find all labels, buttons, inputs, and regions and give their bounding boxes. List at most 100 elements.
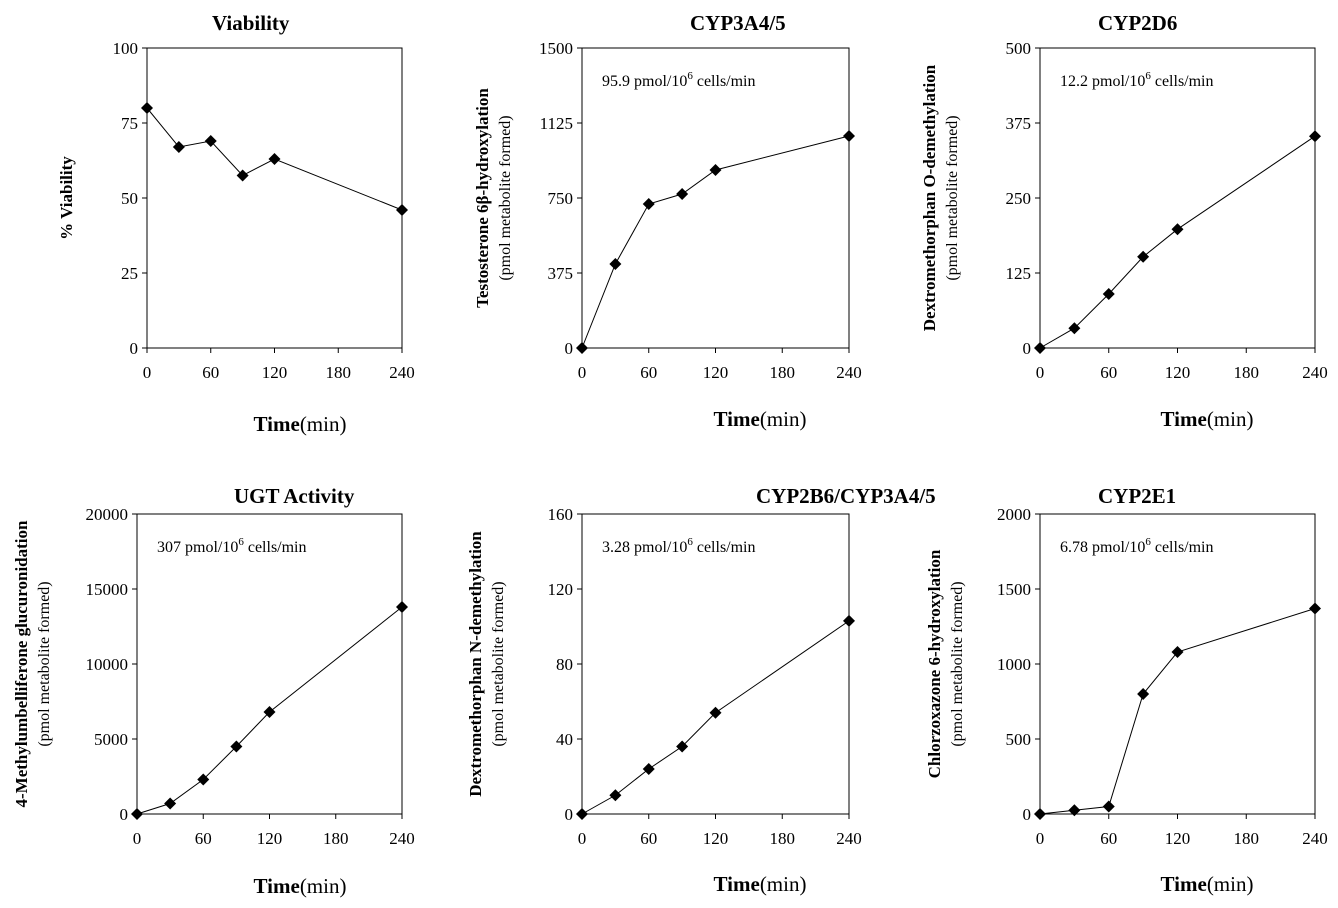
data-point — [1102, 800, 1115, 813]
data-point — [843, 614, 855, 627]
plot-frame — [581, 47, 850, 349]
x-tick-label: 60 — [1100, 829, 1117, 848]
data-point — [843, 130, 855, 142]
series-line — [1039, 608, 1316, 815]
data-point — [1171, 646, 1184, 658]
series-line — [146, 107, 403, 211]
y-tick-label: 1125 — [540, 114, 573, 133]
chart-title: CYP2E1 — [1098, 484, 1176, 508]
x-axis-label-name: Time — [714, 407, 760, 431]
data-point — [1102, 288, 1115, 300]
x-tick-label: 60 — [195, 829, 212, 848]
rate-exponent: 6 — [238, 536, 244, 548]
chart-title: Viability — [212, 11, 290, 35]
series-line — [581, 620, 850, 815]
y-tick-label: 0 — [1023, 805, 1032, 824]
data-point — [709, 164, 722, 176]
data-point — [1068, 322, 1081, 335]
x-tick-label: 180 — [1234, 829, 1260, 848]
chart-panel-3: 0 125 250 375 500 0 60 120 180 240 CYP2D6 Dextromet… — [920, 11, 1328, 431]
y-tick-label: 500 — [1006, 39, 1032, 58]
x-tick-label: 120 — [703, 829, 729, 848]
x-tick-label: 0 — [578, 829, 587, 848]
data-point — [1034, 808, 1046, 820]
rate-exponent: 6 — [687, 70, 693, 82]
rate-annotation: 307 pmol/106 cells/min — [157, 536, 307, 556]
x-tick-label: 120 — [257, 829, 283, 848]
data-point — [609, 258, 622, 270]
x-tick-label: 120 — [1165, 829, 1191, 848]
data-point — [1309, 602, 1321, 615]
x-tick-label: 240 — [1302, 829, 1328, 848]
data-point — [204, 135, 217, 147]
x-axis-label-name: Time — [254, 874, 300, 898]
y-tick-label: 50 — [121, 189, 138, 208]
y-tick-label: 375 — [1006, 114, 1032, 133]
x-tick-label: 180 — [326, 363, 352, 382]
data-point — [396, 204, 408, 216]
data-point — [172, 141, 185, 153]
data-point — [268, 153, 281, 165]
x-tick-label: 120 — [703, 363, 729, 382]
x-tick-label: 180 — [1234, 363, 1260, 382]
data-point — [1171, 223, 1184, 236]
chart-panel-1: 0 25 50 75 100 0 60 120 180 240 Viability % Viabili… — [57, 11, 415, 436]
series-line — [1039, 135, 1316, 349]
x-tick-label: 240 — [1302, 363, 1328, 382]
chart-title: UGT Activity — [234, 484, 355, 508]
y-tick-label: 5000 — [94, 730, 128, 749]
rate-value: 12.2 pmol/10 — [1060, 73, 1145, 90]
x-tick-label: 60 — [1100, 363, 1117, 382]
plot-frame — [1039, 47, 1316, 349]
rate-unit: cells/min — [693, 73, 756, 90]
y-tick-label: 160 — [548, 505, 574, 524]
data-point — [164, 797, 177, 810]
x-axis-label-unit: (min) — [300, 412, 347, 436]
rate-exponent: 6 — [687, 536, 693, 548]
y-axis-label: Dextromethorphan N-demethylation — [466, 531, 485, 797]
x-tick-label: 60 — [640, 829, 657, 848]
x-tick-label: 180 — [770, 363, 796, 382]
rate-exponent: 6 — [1145, 70, 1151, 82]
series-line — [581, 135, 850, 349]
chart-panel-2: 0 375 750 1125 1500 0 60 120 180 240 CYP3A4/5 Testo… — [473, 11, 862, 431]
x-tick-label: 180 — [770, 829, 796, 848]
x-axis-label-unit: (min) — [760, 872, 807, 896]
data-point — [642, 763, 655, 775]
y-tick-label: 0 — [120, 805, 129, 824]
x-axis-label: Time(min) — [714, 407, 807, 431]
chart-panel-6: 0 500 1000 1500 2000 0 60 120 180 240 CYP2E1 Chlorz… — [925, 484, 1328, 896]
x-tick-label: 0 — [578, 363, 587, 382]
rate-value: 307 pmol/10 — [157, 539, 238, 556]
x-tick-label: 240 — [389, 829, 415, 848]
y-tick-label: 750 — [548, 189, 574, 208]
data-point — [1137, 250, 1150, 263]
x-axis-label: Time(min) — [254, 412, 347, 436]
y-axis-label: 4-Methylumbelliferone glucuronidation — [12, 520, 31, 808]
data-point — [1137, 688, 1150, 700]
data-point — [576, 342, 588, 354]
data-point — [1034, 342, 1046, 354]
data-point — [642, 198, 655, 210]
rate-annotation: 6.78 pmol/106 cells/min — [1060, 536, 1214, 556]
y-axis-sublabel: (pmol metabolite formed) — [36, 581, 53, 746]
y-tick-label: 0 — [565, 339, 574, 358]
series-line — [136, 606, 403, 815]
rate-unit: cells/min — [1151, 539, 1214, 556]
plot-frame — [136, 513, 403, 815]
y-tick-label: 0 — [565, 805, 574, 824]
data-point — [1068, 804, 1081, 817]
rate-annotation: 3.28 pmol/106 cells/min — [602, 536, 756, 556]
y-axis-label: Chlorzoxazone 6-hydroxylation — [925, 549, 944, 778]
data-point — [1309, 130, 1321, 143]
y-axis-label: Dextromethorphan O-demethylation — [920, 64, 939, 331]
x-tick-label: 0 — [1036, 363, 1045, 382]
plot-frame — [581, 513, 850, 815]
y-tick-label: 0 — [1023, 339, 1032, 358]
x-axis-label-unit: (min) — [760, 407, 807, 431]
data-point — [396, 601, 408, 613]
y-axis-sublabel: (pmol metabolite formed) — [490, 581, 507, 746]
y-axis-sublabel: (pmol metabolite formed) — [949, 581, 966, 746]
x-axis-label-unit: (min) — [300, 874, 347, 898]
data-point — [576, 808, 588, 820]
